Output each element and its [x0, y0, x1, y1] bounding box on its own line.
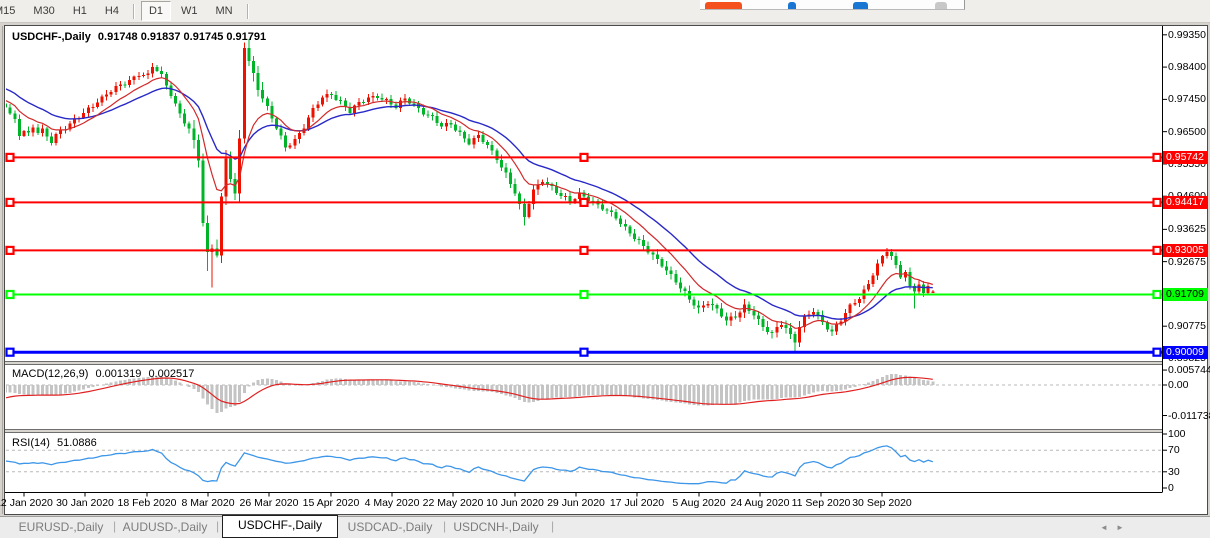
line-handle[interactable] [7, 247, 14, 254]
line-handle[interactable] [581, 199, 588, 206]
chart-title: USDCHF-,Daily 0.91748 0.91837 0.91745 0.… [12, 31, 270, 43]
blue-glyph-icon [788, 2, 796, 10]
price-line-badge: 0.91709 [1163, 288, 1208, 301]
line-handle[interactable] [581, 247, 588, 254]
rsi-axis-label: 70 [1168, 444, 1180, 456]
tab-separator: | [216, 519, 219, 533]
macd-axis-label: 0.00 [1168, 379, 1188, 391]
tab-eurusd-daily[interactable]: EURUSD-,Daily [19, 520, 104, 534]
timeframe-button-mn[interactable]: MN [208, 1, 241, 21]
tab-separator: | [113, 519, 116, 533]
macd-main-value: 0.001319 [95, 368, 141, 380]
rsi-axis-label: 100 [1168, 428, 1186, 440]
tab-usdcnh-daily[interactable]: USDCNH-,Daily [453, 520, 538, 534]
line-handle[interactable] [7, 349, 14, 356]
x-axis-label: 30 Sep 2020 [845, 497, 919, 509]
tab-usdcad-daily[interactable]: USDCAD-,Daily [348, 520, 433, 534]
toolbar-separator [133, 4, 135, 19]
price-line-badge: 0.90009 [1163, 346, 1208, 359]
clipped-window [700, 0, 965, 10]
tab-usdchf-daily[interactable]: USDCHF-,Daily [222, 515, 338, 538]
line-handle[interactable] [581, 291, 588, 298]
timeframe-button-m30[interactable]: M30 [25, 1, 62, 21]
line-handle[interactable] [581, 349, 588, 356]
line-handle[interactable] [1154, 199, 1161, 206]
price-line-badge: 0.94417 [1163, 196, 1208, 209]
macd-signal-value: 0.002517 [148, 368, 194, 380]
tab-scroll-right-icon[interactable]: ► [1116, 523, 1124, 532]
timeframe-button-w1[interactable]: W1 [173, 1, 206, 21]
macd-label: MACD(12,26,9) [12, 368, 88, 380]
rsi-pane-title: RSI(14) 51.0886 [12, 437, 101, 449]
logo-icon [705, 2, 742, 10]
macd-axis-label: 0.005744 [1168, 364, 1210, 376]
y-axis-tick-label: 0.90775 [1168, 320, 1206, 332]
timeframe-button-m15[interactable]: M15 [0, 1, 23, 21]
timeframe-button-h1[interactable]: H1 [65, 1, 95, 21]
price-line-badge: 0.95742 [1163, 151, 1208, 164]
tab-audusd-daily[interactable]: AUDUSD-,Daily [123, 520, 208, 534]
y-axis-tick-label: 0.99350 [1168, 29, 1206, 41]
line-handle[interactable] [7, 291, 14, 298]
macd-axis-label: -0.011738 [1168, 410, 1210, 422]
line-handle[interactable] [7, 199, 14, 206]
timeframe-button-d1[interactable]: D1 [141, 1, 171, 21]
y-axis-tick-label: 0.92675 [1168, 256, 1206, 268]
tab-label: USDCHF-,Daily [238, 518, 322, 532]
macd-pane-title: MACD(12,26,9) 0.001319 0.002517 [12, 368, 198, 380]
line-handle[interactable] [1154, 349, 1161, 356]
y-axis-tick-label: 0.98400 [1168, 61, 1206, 73]
rsi-value: 51.0886 [57, 437, 97, 449]
rsi-axis-label: 30 [1168, 466, 1180, 478]
line-handle[interactable] [581, 154, 588, 161]
timeframe-button-h4[interactable]: H4 [97, 1, 127, 21]
line-handle[interactable] [7, 154, 14, 161]
tab-scroll-left-icon[interactable]: ◄ [1100, 523, 1108, 532]
gray-glyph-icon [935, 2, 947, 10]
toolbar-separator [247, 4, 249, 19]
chart-tabbar: EURUSD-,Daily AUDUSD-,Daily USDCHF-,Daily U… [0, 516, 1210, 538]
chart-symbol-label: USDCHF-,Daily [12, 31, 91, 43]
chart-ohlc-values: 0.91748 0.91837 0.91745 0.91791 [98, 31, 266, 43]
tab-separator: | [551, 519, 554, 533]
line-handle[interactable] [1154, 291, 1161, 298]
rsi-label: RSI(14) [12, 437, 50, 449]
line-handle[interactable] [1154, 247, 1161, 254]
y-axis-tick-label: 0.97450 [1168, 93, 1206, 105]
rsi-axis-label: 0 [1168, 482, 1174, 494]
line-handle[interactable] [1154, 154, 1161, 161]
y-axis-tick-label: 0.96500 [1168, 126, 1206, 138]
blue-glyph-icon [853, 2, 868, 10]
price-line-badge: 0.93005 [1163, 244, 1208, 257]
tab-separator: | [443, 519, 446, 533]
y-axis-tick-label: 0.93625 [1168, 223, 1206, 235]
